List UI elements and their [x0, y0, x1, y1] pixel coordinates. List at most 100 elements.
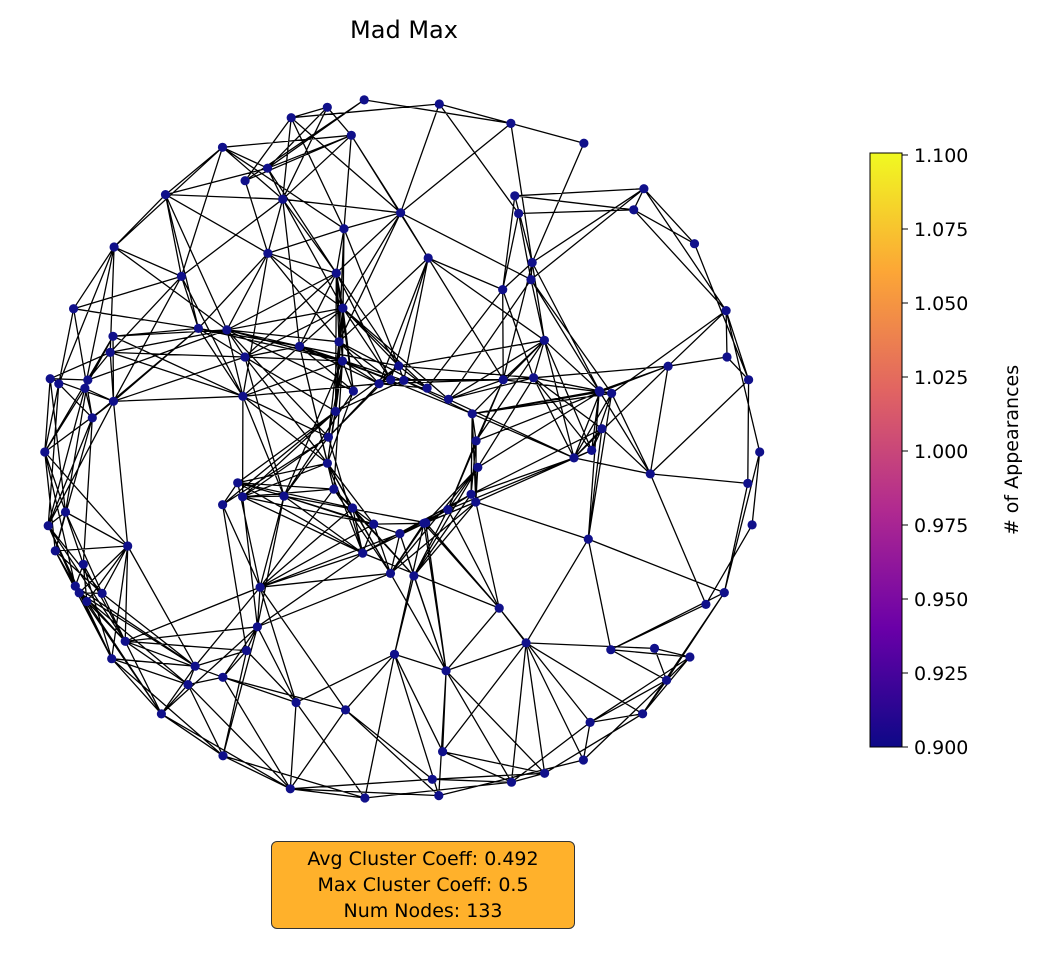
graph-node	[578, 755, 589, 765]
graph-node	[331, 406, 341, 416]
graph-node	[386, 375, 396, 385]
chart-title: Mad Max	[350, 16, 458, 44]
graph-node	[295, 341, 305, 351]
graph-node	[467, 409, 477, 419]
colorbar-tick-label: 1.050	[914, 293, 968, 315]
graph-node	[359, 95, 369, 105]
graph-node	[340, 705, 351, 715]
max-cluster-coeff-text: Max Cluster Coeff: 0.5	[317, 874, 529, 896]
graph-node	[394, 361, 404, 371]
colorbar-label: # of Appearances	[1001, 365, 1023, 535]
network-nodes	[40, 95, 765, 803]
graph-node	[494, 603, 504, 613]
graph-node	[80, 383, 90, 393]
colorbar-tick-label: 1.000	[914, 441, 968, 463]
colorbar-tick-label: 1.075	[914, 219, 968, 241]
graph-node	[473, 462, 483, 472]
graph-node	[69, 304, 79, 314]
graph-node	[526, 275, 536, 285]
graph-node	[423, 253, 433, 263]
graph-node	[540, 768, 550, 778]
graph-node	[339, 224, 349, 234]
graph-node	[242, 646, 252, 656]
graph-node	[747, 520, 757, 530]
graph-node	[40, 447, 50, 457]
graph-node	[82, 596, 92, 607]
colorbar-ticks: 1.100 1.075 1.050 1.025 1.000 0.975 0.950 0.925…	[902, 145, 968, 759]
graph-node	[238, 391, 248, 401]
graph-node	[607, 388, 617, 398]
graph-node	[649, 643, 660, 654]
graph-node	[529, 373, 539, 383]
graph-node	[595, 387, 605, 397]
graph-node	[322, 102, 332, 112]
colorbar-tick-label: 1.025	[914, 367, 968, 389]
graph-node	[506, 118, 516, 128]
graph-node	[255, 582, 265, 592]
graph-node	[334, 337, 344, 347]
edge-lines	[44, 99, 761, 799]
colorbar-tick-label: 1.100	[914, 145, 968, 167]
graph-node	[539, 335, 550, 345]
graph-node	[743, 478, 753, 488]
graph-node	[108, 331, 118, 341]
graph-node	[422, 383, 432, 393]
graph-node	[176, 271, 186, 281]
graph-node	[78, 559, 88, 569]
graph-node	[427, 774, 437, 784]
graph-node	[54, 379, 64, 389]
graph-node	[583, 534, 593, 544]
colorbar	[869, 152, 903, 748]
graph-node	[190, 661, 200, 671]
graph-node	[123, 541, 133, 551]
graph-node	[43, 521, 53, 531]
graph-node	[369, 519, 379, 529]
graph-node	[506, 777, 517, 787]
graph-node	[662, 675, 672, 685]
graph-node	[338, 303, 348, 313]
graph-node	[645, 469, 655, 479]
graph-node	[396, 208, 406, 218]
graph-node	[279, 491, 289, 501]
colorbar-tick-label: 0.900	[914, 737, 968, 759]
graph-node	[217, 142, 228, 152]
graph-node	[322, 458, 332, 468]
graph-node	[108, 396, 119, 406]
graph-node	[240, 176, 250, 186]
graph-node	[443, 394, 454, 404]
colorbar-tick-label: 0.975	[914, 515, 968, 537]
graph-node	[348, 386, 358, 396]
graph-node	[755, 447, 765, 457]
graph-node	[222, 325, 232, 335]
graph-node	[579, 138, 589, 148]
graph-node	[183, 680, 193, 690]
graph-node	[434, 99, 444, 109]
avg-cluster-coeff-text: Avg Cluster Coeff: 0.492	[307, 848, 539, 870]
graph-node	[45, 374, 55, 384]
graph-node	[323, 432, 333, 442]
graph-node	[389, 649, 400, 659]
colorbar-tick-label: 0.950	[914, 589, 968, 611]
graph-node	[83, 375, 93, 385]
graph-node	[105, 347, 115, 357]
network-edges	[44, 99, 761, 799]
graph-node	[395, 529, 405, 539]
colorbar-tick-label: 0.925	[914, 663, 968, 685]
graph-node	[638, 709, 648, 719]
graph-node	[193, 323, 203, 333]
graph-node	[719, 588, 729, 598]
graph-node	[722, 352, 732, 362]
graph-node	[689, 239, 700, 249]
graph-node	[639, 184, 649, 194]
graph-node	[331, 268, 341, 278]
graph-node	[527, 257, 537, 268]
graph-node	[285, 784, 295, 794]
graph-node	[663, 361, 673, 371]
graph-node	[70, 581, 80, 591]
graph-node	[521, 638, 531, 648]
graph-node	[685, 652, 695, 662]
graph-node	[160, 190, 171, 200]
graph-node	[278, 194, 288, 204]
graph-node	[97, 588, 107, 599]
graph-node	[360, 793, 370, 803]
